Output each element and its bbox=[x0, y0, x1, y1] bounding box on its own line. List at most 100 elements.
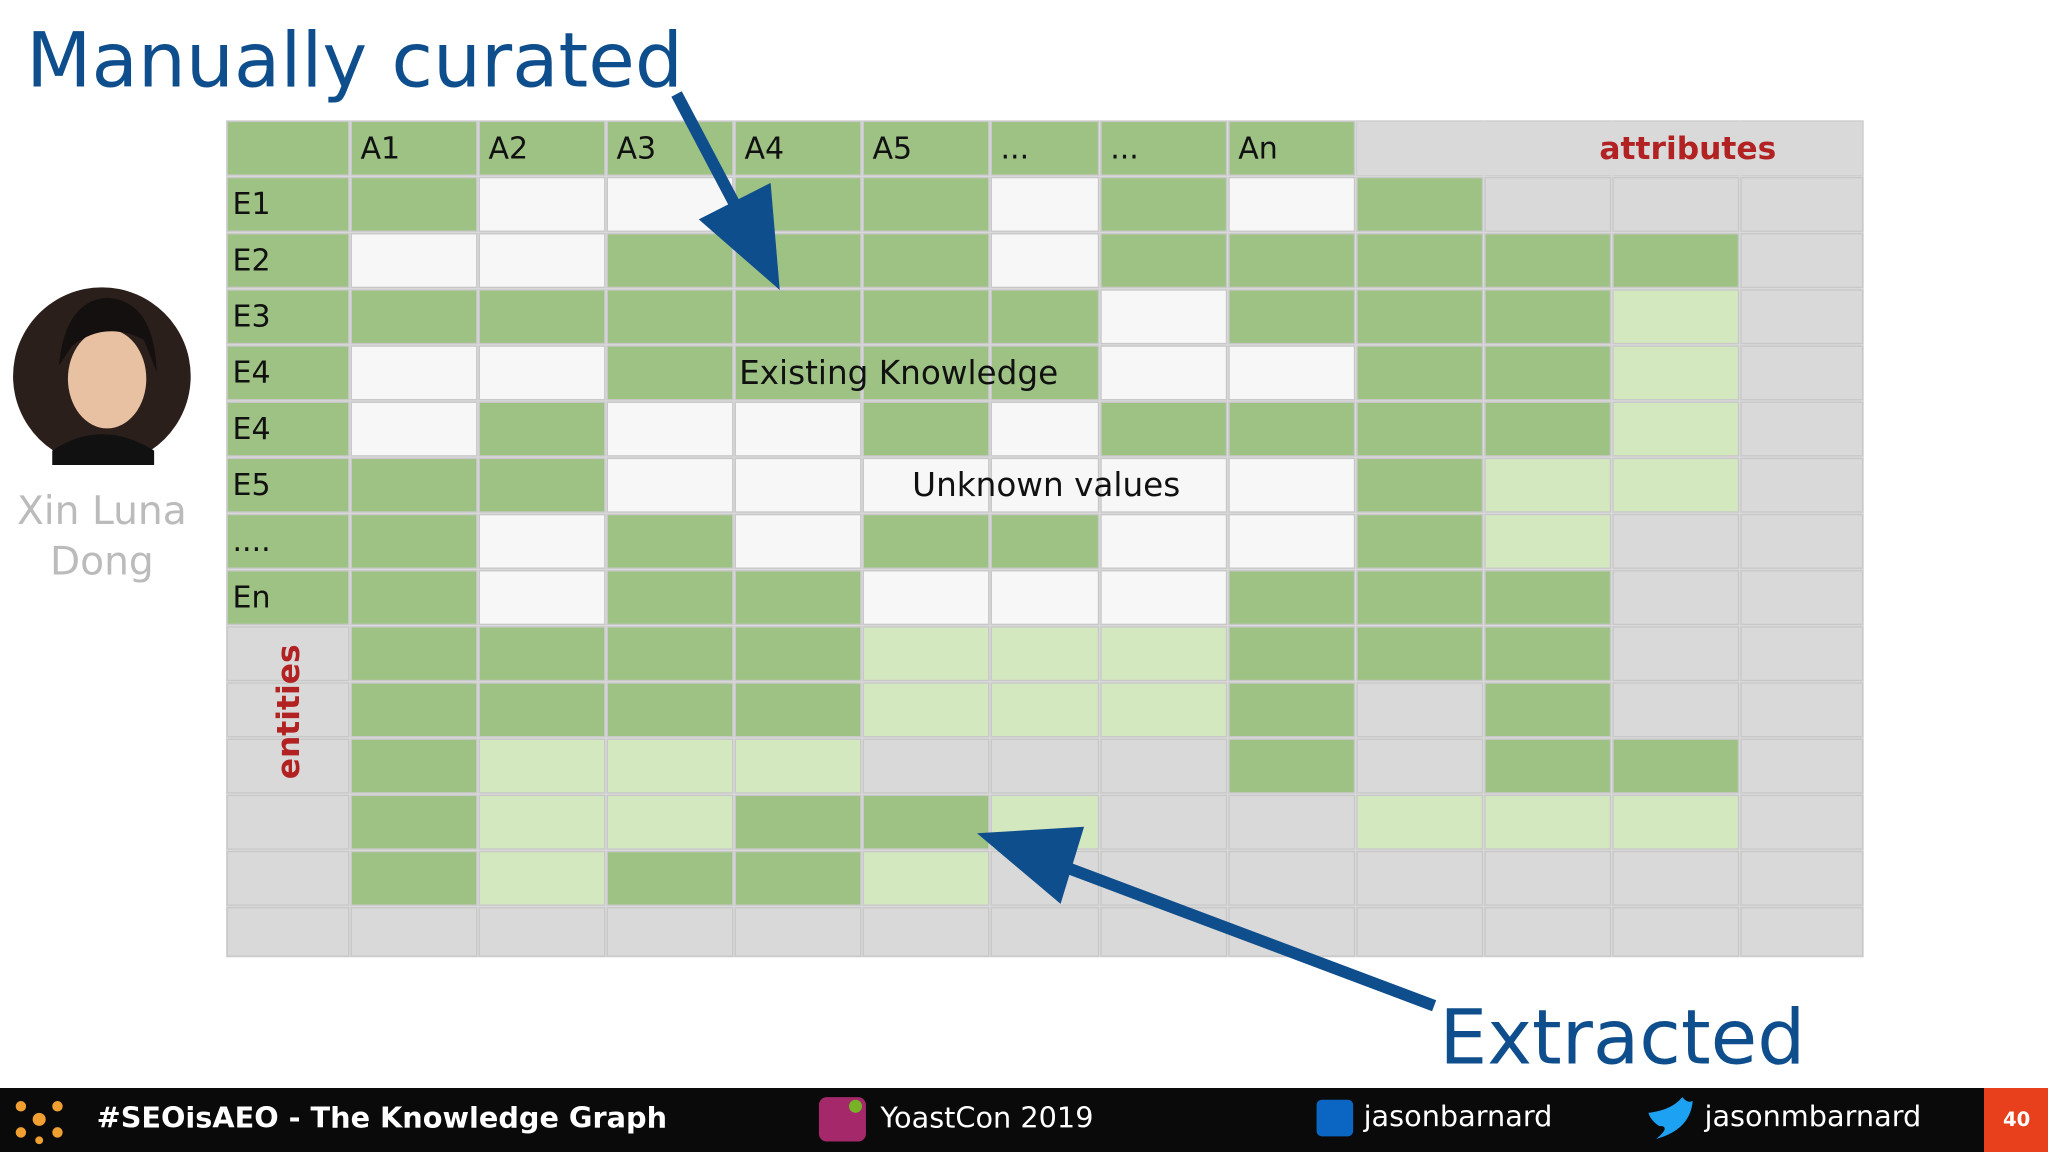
cell bbox=[350, 682, 478, 738]
cell bbox=[1612, 682, 1740, 738]
row-header: En bbox=[232, 580, 270, 615]
cell bbox=[1228, 120, 1356, 176]
cell bbox=[1612, 233, 1740, 288]
cell bbox=[226, 345, 350, 401]
cell bbox=[1356, 401, 1484, 457]
cell bbox=[606, 850, 734, 906]
cell bbox=[226, 626, 350, 682]
column-header: A1 bbox=[360, 132, 400, 167]
cell bbox=[1356, 682, 1484, 738]
cell bbox=[734, 120, 862, 176]
cell bbox=[1100, 289, 1228, 345]
cell bbox=[1228, 457, 1356, 513]
cell bbox=[1356, 345, 1484, 401]
cell bbox=[1484, 345, 1612, 401]
cell bbox=[478, 570, 606, 625]
cell bbox=[1484, 794, 1612, 850]
cell bbox=[350, 738, 478, 794]
cell bbox=[1740, 176, 1864, 232]
cell bbox=[1612, 176, 1740, 232]
cell bbox=[478, 682, 606, 738]
cell bbox=[1612, 794, 1740, 850]
cell bbox=[990, 626, 1100, 682]
cell bbox=[478, 513, 606, 569]
cell bbox=[1740, 513, 1864, 569]
column-header: ... bbox=[1110, 132, 1139, 167]
cell bbox=[1740, 907, 1864, 957]
cell bbox=[478, 401, 606, 457]
cell bbox=[1612, 289, 1740, 345]
cell bbox=[350, 345, 478, 401]
cell bbox=[1356, 794, 1484, 850]
cell bbox=[1612, 401, 1740, 457]
cell bbox=[1356, 513, 1484, 569]
cell bbox=[1100, 626, 1228, 682]
cell bbox=[734, 513, 862, 569]
cell bbox=[990, 233, 1100, 288]
cell bbox=[478, 233, 606, 288]
cell bbox=[1484, 850, 1612, 906]
cell bbox=[734, 570, 862, 625]
cell bbox=[350, 850, 478, 906]
cell bbox=[226, 682, 350, 738]
speaker-name: Xin Luna bbox=[17, 489, 187, 534]
cell bbox=[1612, 513, 1740, 569]
cell bbox=[226, 850, 350, 906]
cell bbox=[862, 401, 990, 457]
cell bbox=[1100, 850, 1228, 906]
cell bbox=[1100, 120, 1228, 176]
cell bbox=[1356, 457, 1484, 513]
cell bbox=[1484, 570, 1612, 625]
cell bbox=[226, 907, 350, 957]
cell bbox=[862, 626, 990, 682]
cell bbox=[734, 289, 862, 345]
speaker-name: Dong bbox=[50, 540, 154, 585]
cell bbox=[734, 794, 862, 850]
cell bbox=[734, 738, 862, 794]
cell bbox=[1612, 850, 1740, 906]
cell bbox=[1228, 176, 1356, 232]
cell bbox=[1100, 457, 1228, 513]
cell bbox=[350, 570, 478, 625]
cell bbox=[1740, 738, 1864, 794]
cell bbox=[1612, 907, 1740, 957]
cell bbox=[606, 626, 734, 682]
row-header: .... bbox=[232, 524, 270, 559]
column-header: A4 bbox=[744, 132, 784, 167]
cell bbox=[990, 907, 1100, 957]
footer-event: YoastCon 2019 bbox=[879, 1100, 1093, 1134]
cell bbox=[1740, 457, 1864, 513]
cell bbox=[1740, 682, 1864, 738]
annotation: Existing Knowledge bbox=[739, 354, 1058, 392]
cell bbox=[606, 570, 734, 625]
cell bbox=[226, 120, 350, 176]
cell bbox=[478, 457, 606, 513]
cell bbox=[350, 120, 478, 176]
cell bbox=[1484, 176, 1612, 232]
cell bbox=[862, 907, 990, 957]
cell bbox=[478, 626, 606, 682]
cell bbox=[734, 401, 862, 457]
cell bbox=[862, 345, 990, 401]
cell bbox=[1356, 233, 1484, 288]
cell bbox=[1484, 401, 1612, 457]
cell bbox=[862, 850, 990, 906]
cell bbox=[1228, 850, 1356, 906]
cell bbox=[1100, 401, 1228, 457]
cell bbox=[1228, 738, 1356, 794]
cell bbox=[1356, 738, 1484, 794]
cell bbox=[478, 850, 606, 906]
cell bbox=[990, 289, 1100, 345]
column-header: A2 bbox=[488, 132, 528, 167]
caption: Extracted bbox=[1439, 993, 1805, 1081]
footer-linkedin: jasonbarnard bbox=[1363, 1099, 1553, 1133]
cell bbox=[1484, 907, 1612, 957]
cell bbox=[990, 682, 1100, 738]
cell bbox=[1484, 457, 1612, 513]
cell bbox=[1357, 121, 1863, 176]
cell bbox=[478, 907, 606, 957]
cell bbox=[990, 570, 1100, 625]
cell bbox=[1740, 233, 1864, 288]
cell bbox=[226, 513, 350, 569]
